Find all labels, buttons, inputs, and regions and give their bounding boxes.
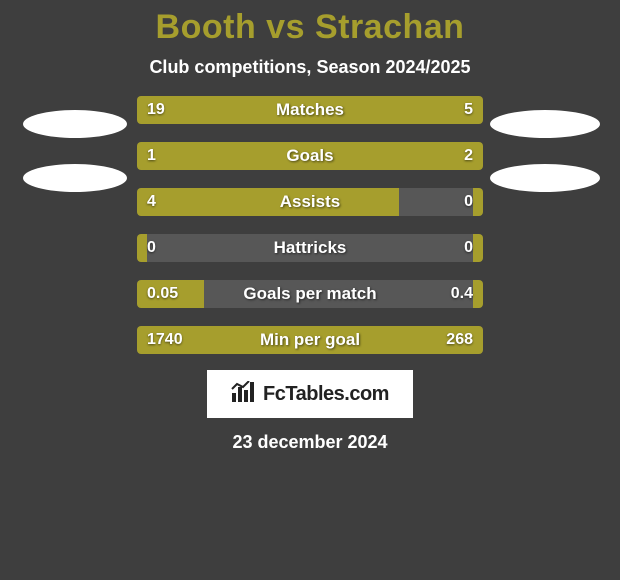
right-player-avatar-2 bbox=[490, 164, 600, 192]
bar-left-value: 4 bbox=[147, 188, 156, 216]
bar-right-value: 0 bbox=[464, 234, 473, 262]
date-text: 23 december 2024 bbox=[232, 432, 387, 453]
right-player-avatar-1 bbox=[490, 110, 600, 138]
bar-right-seg bbox=[473, 280, 483, 308]
comparison-card: Booth vs Strachan Club competitions, Sea… bbox=[0, 0, 620, 453]
bar-neutral-seg bbox=[147, 234, 473, 262]
bar-left-seg bbox=[137, 234, 147, 262]
bar-neutral-seg bbox=[399, 188, 473, 216]
bar-left-value: 1740 bbox=[147, 326, 183, 354]
bar-right-value: 2 bbox=[464, 142, 473, 170]
bar-right-value: 0 bbox=[464, 188, 473, 216]
chart-area: 195Matches12Goals40Assists00Hattricks0.0… bbox=[0, 96, 620, 354]
right-player-col bbox=[483, 96, 607, 218]
left-player-col bbox=[13, 96, 137, 218]
bars-container: 195Matches12Goals40Assists00Hattricks0.0… bbox=[137, 96, 483, 354]
source-logo: FcTables.com bbox=[207, 370, 413, 418]
bar-right-seg bbox=[251, 142, 483, 170]
bar-row: 1740268Min per goal bbox=[137, 326, 483, 354]
bar-right-value: 268 bbox=[446, 326, 473, 354]
footer: FcTables.com 23 december 2024 bbox=[207, 370, 413, 453]
bar-right-seg bbox=[473, 188, 483, 216]
bar-right-seg bbox=[473, 326, 483, 354]
bar-left-seg bbox=[137, 96, 410, 124]
bar-left-value: 0.05 bbox=[147, 280, 178, 308]
bar-row: 195Matches bbox=[137, 96, 483, 124]
bar-row: 00Hattricks bbox=[137, 234, 483, 262]
bar-left-seg bbox=[137, 188, 399, 216]
bar-row: 12Goals bbox=[137, 142, 483, 170]
bar-left-value: 0 bbox=[147, 234, 156, 262]
page-title: Booth vs Strachan bbox=[156, 8, 465, 47]
bar-left-value: 19 bbox=[147, 96, 165, 124]
source-logo-text: FcTables.com bbox=[263, 383, 389, 406]
subtitle: Club competitions, Season 2024/2025 bbox=[149, 57, 470, 78]
left-player-avatar-1 bbox=[23, 110, 127, 138]
bar-right-value: 0.4 bbox=[451, 280, 473, 308]
bar-row: 0.050.4Goals per match bbox=[137, 280, 483, 308]
bar-left-seg bbox=[137, 326, 473, 354]
bar-left-value: 1 bbox=[147, 142, 156, 170]
chart-icon bbox=[231, 381, 257, 407]
bar-right-value: 5 bbox=[464, 96, 473, 124]
bar-right-seg bbox=[473, 234, 483, 262]
left-player-avatar-2 bbox=[23, 164, 127, 192]
bar-row: 40Assists bbox=[137, 188, 483, 216]
bar-neutral-seg bbox=[204, 280, 473, 308]
